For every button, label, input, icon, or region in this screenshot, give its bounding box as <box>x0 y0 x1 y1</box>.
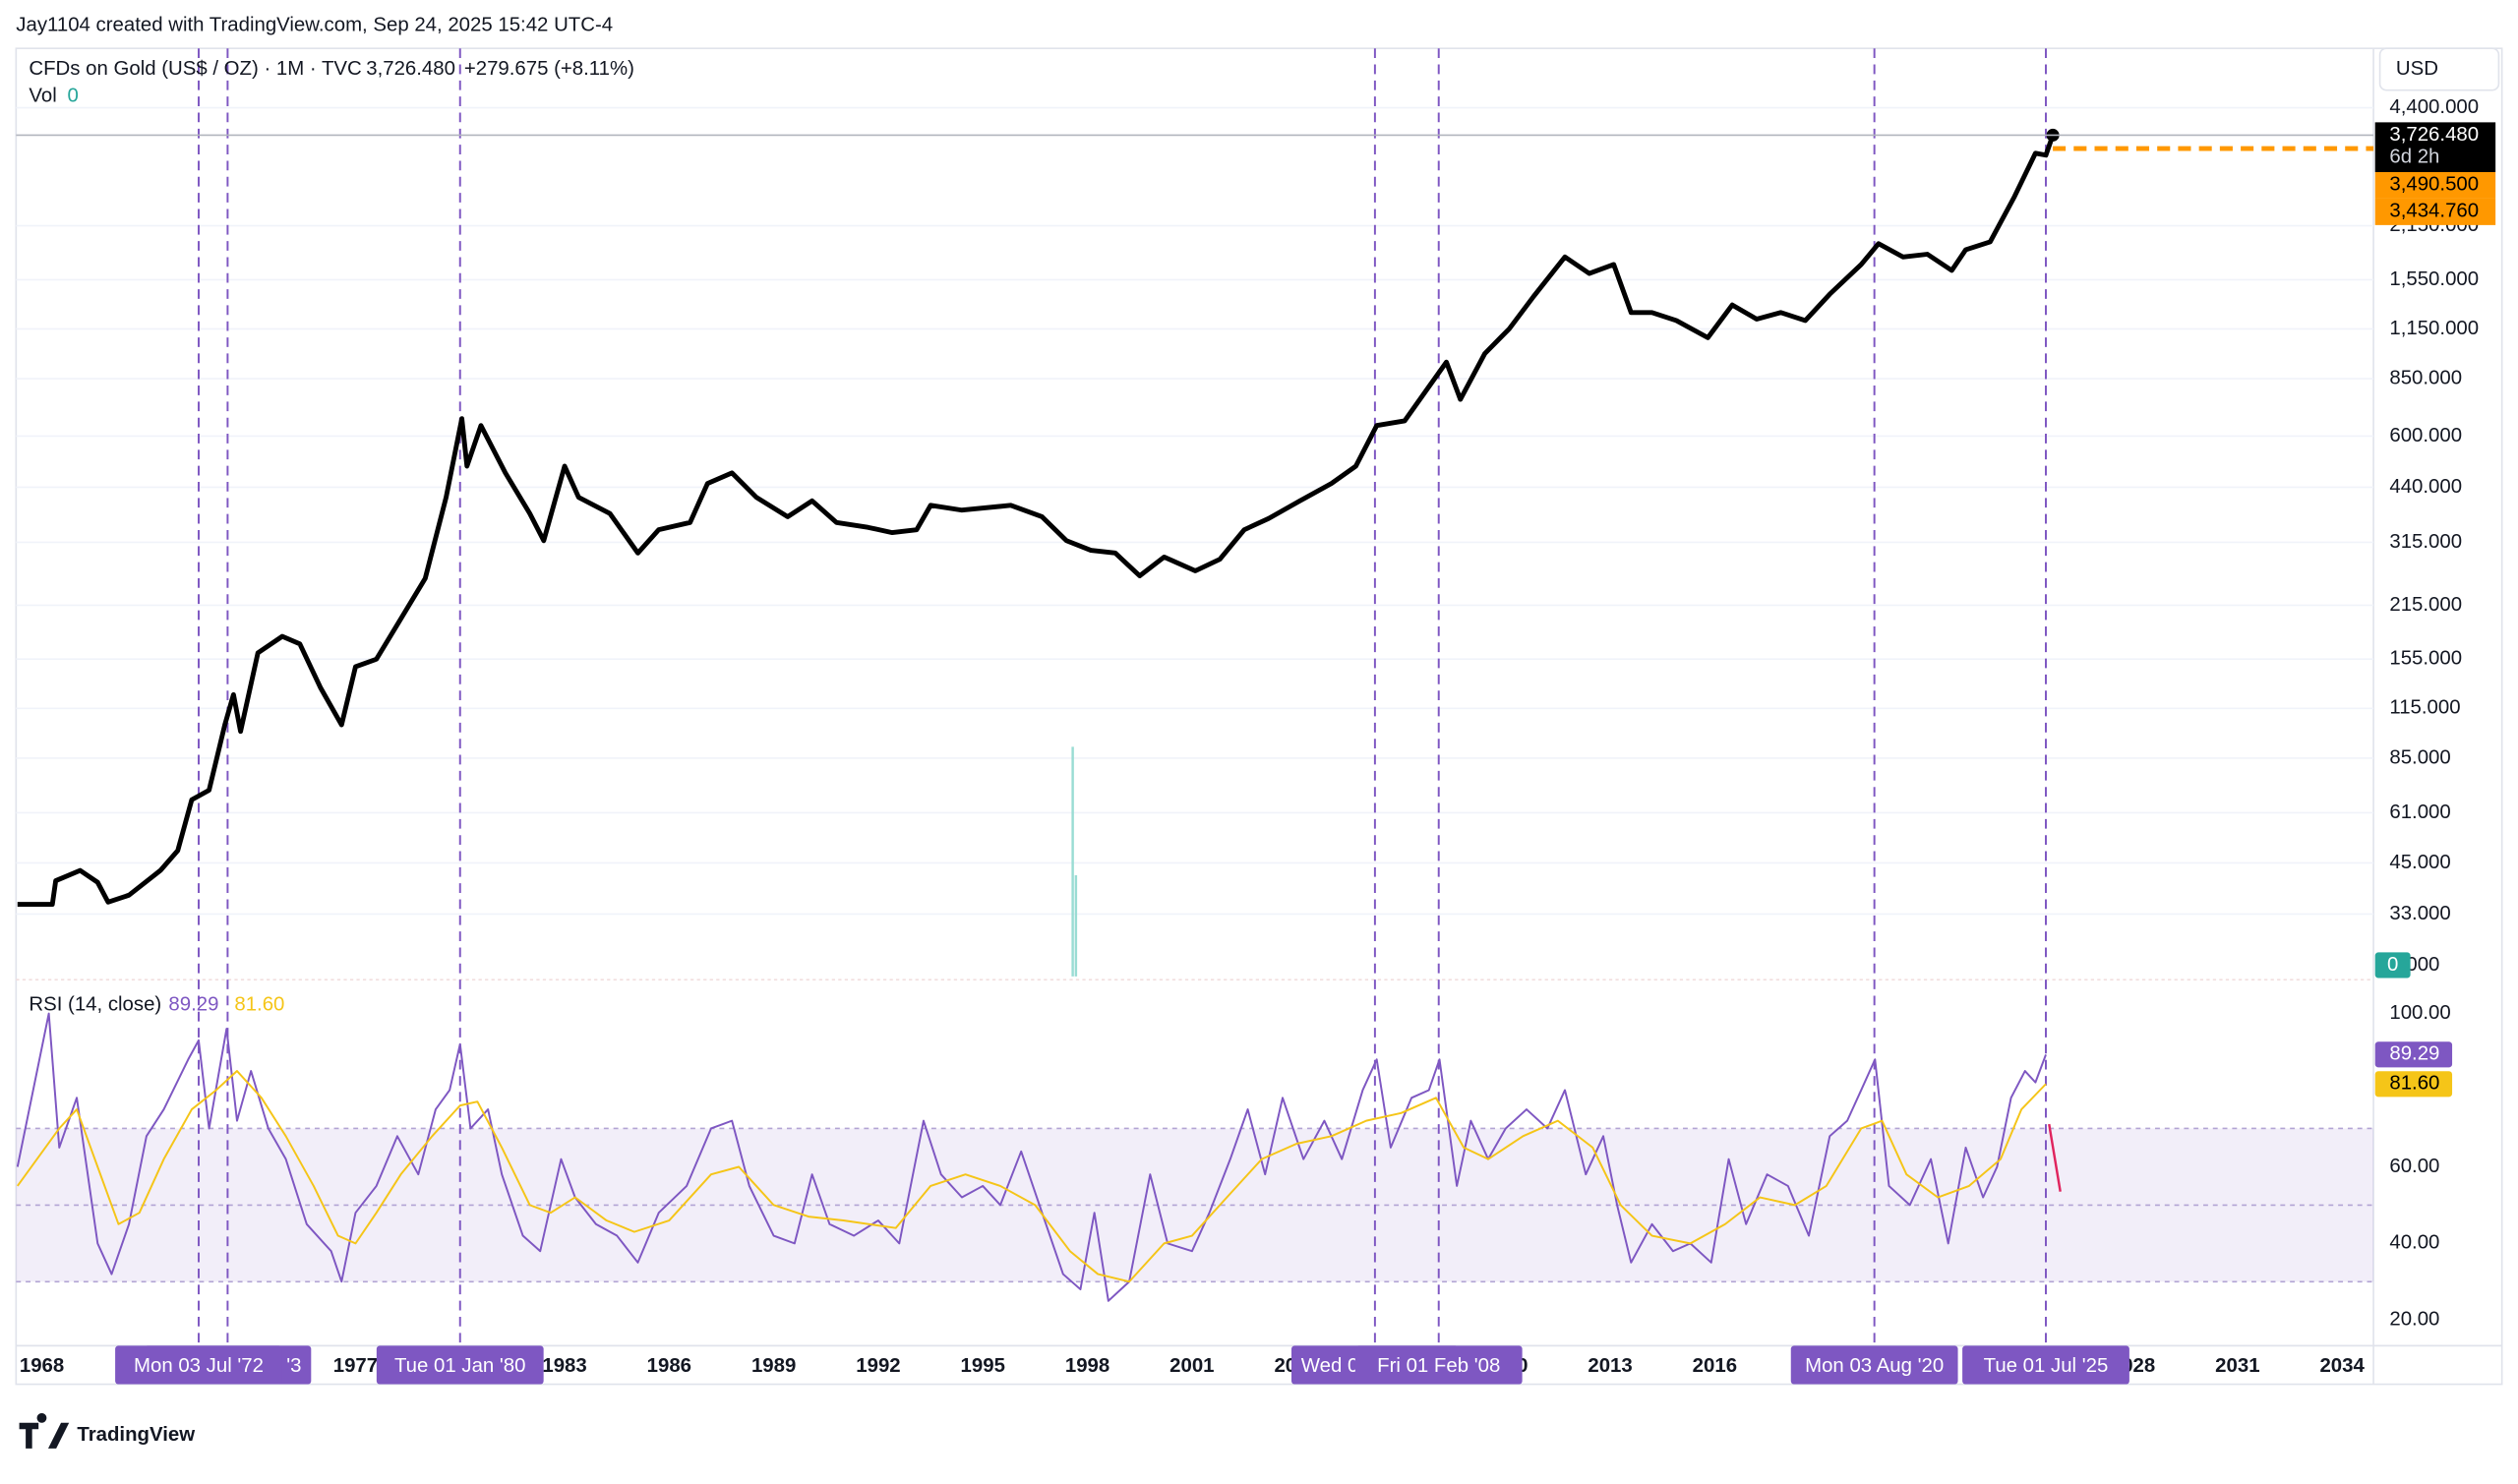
date-label-box <box>1354 1345 1523 1385</box>
y-tick-label: 60.00 <box>2389 1156 2439 1177</box>
volume-label: Vol <box>29 86 56 107</box>
price-line <box>17 134 2056 908</box>
date-label-box <box>1790 1345 1958 1385</box>
symbol: CFDs on Gold (US$ / OZ) · 1M · TVC <box>29 58 361 80</box>
axes-layer: 4,400.0002,150.0001,550.0001,150.000850.… <box>20 96 2496 1385</box>
x-tick-label: 1977 <box>333 1355 378 1377</box>
x-tick-label: 1998 <box>1065 1355 1109 1377</box>
x-tick-label: 1968 <box>20 1355 64 1377</box>
rsi-badge <box>2374 1071 2453 1098</box>
price-badge-label: 3,726.480 <box>2389 124 2479 146</box>
chart-frame <box>15 47 2503 1386</box>
x-tick-label: 1989 <box>751 1355 796 1377</box>
rsi-title: RSI (14, close) <box>29 994 161 1016</box>
date-label-box <box>376 1345 544 1385</box>
x-tick-label: 1986 <box>647 1355 691 1377</box>
date-label: Tue 01 Jan '80 <box>394 1355 526 1377</box>
y-tick-label: 61.000 <box>2389 801 2450 823</box>
x-tick-label: 2013 <box>1588 1355 1632 1377</box>
date-label: Fri 01 Feb '08 <box>1377 1355 1500 1377</box>
y-tick-label: 1,550.000 <box>2389 268 2479 290</box>
y-tick-label: 45.000 <box>2389 852 2450 873</box>
price-badge-label: 3,490.500 <box>2389 173 2479 195</box>
rsi-badge-label: 81.60 <box>2389 1073 2439 1095</box>
last-price: 3,726.480 <box>366 58 455 80</box>
y-tick-label: 440.000 <box>2389 476 2462 498</box>
y-tick-label: 4,400.000 <box>2389 96 2479 118</box>
currency-box[interactable] <box>2378 47 2500 91</box>
x-tick-label: 1983 <box>542 1355 586 1377</box>
date-label: '3 <box>286 1355 301 1377</box>
y-tick-label: 20.00 <box>2389 1309 2439 1331</box>
price-change: +279.675 (+8.11%) <box>464 58 634 80</box>
price-badge-sub: 6d 2h <box>2389 147 2439 168</box>
date-label-box <box>115 1345 282 1385</box>
date-label: Tue 01 Jul '25 <box>1984 1355 2109 1377</box>
y-tick-label: 215.000 <box>2389 594 2462 616</box>
y-tick-label: 315.000 <box>2389 531 2462 553</box>
date-label-box <box>1962 1345 2129 1385</box>
date-label: Mon 03 Aug '20 <box>1805 1355 1944 1377</box>
volume-badge <box>2374 952 2411 979</box>
rsi-badge <box>2374 1041 2453 1068</box>
y-tick-label: 600.000 <box>2389 425 2462 446</box>
credit: Jay1104 created with TradingView.com, Se… <box>16 15 613 36</box>
x-tick-label: 2001 <box>1169 1355 1214 1377</box>
rsi-band-layer <box>16 1127 2374 1283</box>
x-tick-label: 1992 <box>856 1355 900 1377</box>
rsi-legend-value: 89.29 <box>168 994 218 1016</box>
y-tick-label: 85.000 <box>2389 746 2450 768</box>
y-tick-label: 100.00 <box>2389 1002 2450 1024</box>
plot-layer <box>16 128 2374 1302</box>
rsi-line <box>16 1012 2047 1302</box>
drawing-line <box>2048 1123 2062 1192</box>
marker-lines <box>198 48 2047 1346</box>
y-tick-label: 155.000 <box>2389 648 2462 670</box>
y-tick-label: 33.000 <box>2389 903 2450 924</box>
price-badge <box>2374 198 2496 225</box>
currency: USD <box>2396 58 2438 80</box>
logo-icon <box>19 1412 70 1449</box>
y-tick-label: 40.00 <box>2389 1232 2439 1254</box>
price-badge-label: 3,434.760 <box>2389 200 2479 221</box>
rsi-line <box>17 1070 2047 1283</box>
price-badge <box>2374 171 2496 199</box>
rsi-legend-value: 81.60 <box>234 994 284 1016</box>
date-label: Wed 0 <box>1301 1355 1359 1377</box>
rsi-badge-label: 89.29 <box>2389 1043 2439 1065</box>
y-tick-label: 1,150.000 <box>2389 318 2479 339</box>
grid <box>16 106 2374 916</box>
volume-value: 0 <box>68 86 79 107</box>
x-tick-label: 2016 <box>1693 1355 1737 1377</box>
y-tick-label: 115.000 <box>2389 697 2460 719</box>
x-tick-label: 2034 <box>2319 1355 2365 1377</box>
volume-badge-label: 0 <box>2387 954 2398 976</box>
y-tick-label: 850.000 <box>2389 367 2462 388</box>
price-badge <box>2374 122 2496 172</box>
x-tick-label: 2031 <box>2215 1355 2259 1377</box>
logo-text: TradingView <box>77 1424 195 1446</box>
logo: TradingView <box>19 1412 195 1449</box>
x-tick-label: 1995 <box>961 1355 1005 1377</box>
date-label: Mon 03 Jul '72 <box>134 1355 264 1377</box>
